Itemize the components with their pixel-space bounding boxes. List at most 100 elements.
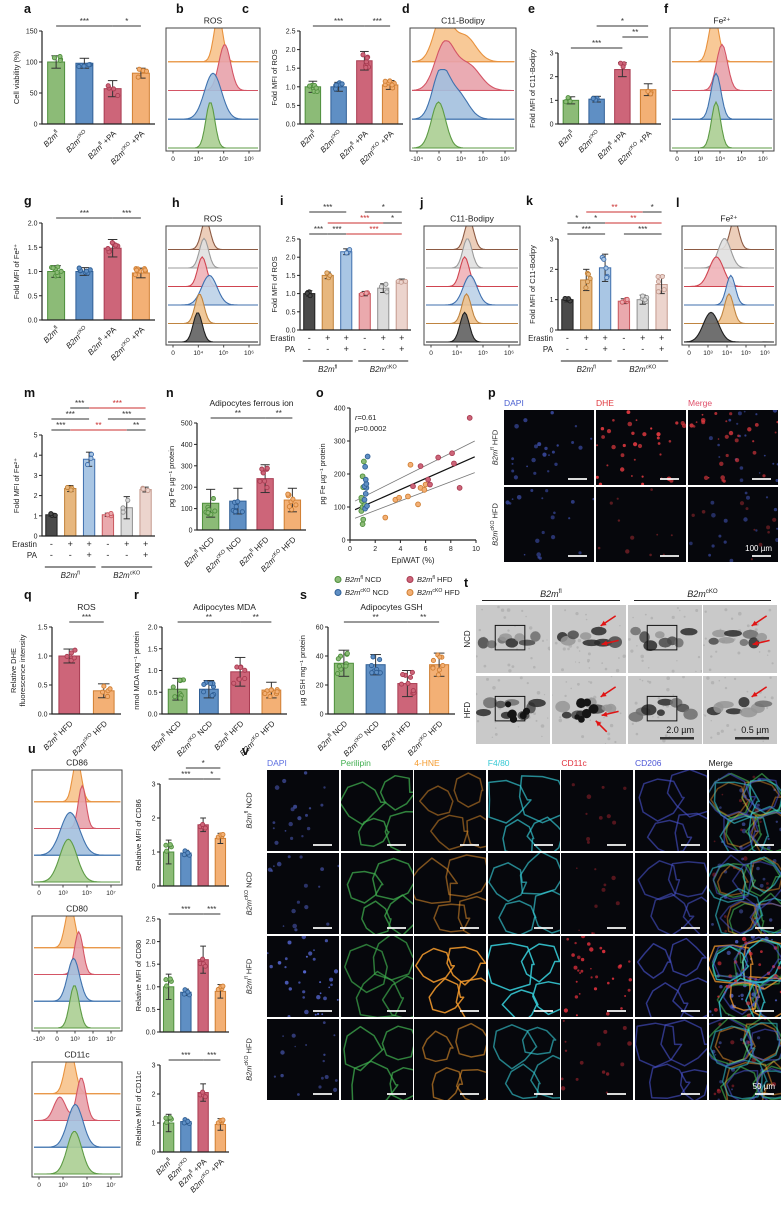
svg-text:0: 0 [189, 528, 193, 535]
svg-text:2.0: 2.0 [146, 939, 156, 946]
svg-text:r=0.61: r=0.61 [355, 413, 376, 422]
cd80-mfi-bar-chart: Relative MFI of CD80 0.0 0.5 1.0 1.5 2.0 2.5 **… [134, 905, 229, 1037]
micrograph-cell [267, 853, 339, 934]
svg-text:0.0: 0.0 [148, 712, 158, 719]
svg-text:0: 0 [34, 122, 38, 129]
svg-text:B2mcKO NCD: B2mcKO NCD [345, 588, 389, 597]
svg-text:***: *** [638, 225, 647, 234]
svg-text:-: - [363, 344, 366, 354]
panel-p-letter: p [488, 386, 496, 400]
svg-text:Erastin: Erastin [270, 334, 295, 343]
svg-text:+: + [659, 333, 664, 343]
svg-text:0: 0 [342, 538, 346, 545]
svg-text:3: 3 [34, 473, 38, 480]
svg-text:*: * [382, 203, 385, 212]
svg-text:0.5 µm: 0.5 µm [742, 725, 770, 735]
svg-text:5: 5 [34, 433, 38, 440]
micrograph-cell [708, 770, 781, 851]
micrograph-cell [487, 936, 560, 1017]
svg-text:B2mfl: B2mfl [61, 571, 80, 580]
svg-text:10⁵: 10⁵ [82, 1182, 92, 1189]
panel-l-letter: l [676, 196, 680, 210]
svg-text:10⁵: 10⁵ [219, 350, 229, 357]
svg-text:1.5: 1.5 [28, 245, 38, 252]
svg-text:0.0: 0.0 [286, 122, 296, 129]
svg-text:***: *** [373, 17, 382, 26]
svg-text:***: *** [82, 613, 91, 622]
svg-text:10³: 10³ [58, 890, 68, 897]
svg-text:+: + [325, 333, 330, 343]
svg-text:0: 0 [152, 1150, 156, 1157]
svg-text:*: * [651, 203, 654, 212]
em-group-underline [633, 600, 772, 602]
svg-text:100: 100 [334, 505, 346, 512]
em-row-label: HFD [463, 701, 472, 718]
svg-text:3: 3 [152, 1063, 156, 1070]
micrograph-cell [596, 487, 686, 562]
svg-text:0.5: 0.5 [286, 309, 296, 316]
svg-text:10⁴: 10⁴ [722, 350, 732, 357]
svg-text:1.0: 1.0 [286, 291, 296, 298]
svg-text:Relative MFI of CD11c: Relative MFI of CD11c [134, 1071, 143, 1146]
svg-text:PA: PA [27, 551, 38, 560]
fold-mfi-fe2-bar-chart: Fold MFI of Fe²⁺ 0.0 0.5 1.0 1.5 2.0 *** *** B2m… [12, 209, 155, 363]
svg-text:ROS: ROS [77, 602, 96, 612]
svg-text:*: * [210, 770, 213, 779]
panel-k-letter: k [526, 194, 533, 208]
micrograph-cell [635, 1019, 707, 1100]
svg-text:300: 300 [181, 463, 193, 470]
panel-a-letter: a [24, 2, 31, 16]
svg-text:10⁴: 10⁴ [715, 156, 725, 163]
svg-text:B2mfl: B2mfl [41, 325, 61, 345]
svg-text:2: 2 [152, 1092, 156, 1099]
panel-s-letter: s [300, 588, 307, 602]
svg-text:B2mfl HFD: B2mfl HFD [41, 719, 75, 753]
svg-text:nmol MDA mg⁻¹ protein: nmol MDA mg⁻¹ protein [132, 631, 141, 710]
svg-text:fluorescence intensity: fluorescence intensity [18, 634, 27, 706]
svg-text:**: ** [630, 214, 636, 223]
svg-text:1: 1 [152, 1121, 156, 1128]
svg-text:0.5: 0.5 [38, 683, 48, 690]
svg-text:B2mfl: B2mfl [298, 129, 318, 149]
panel-j-letter: j [420, 196, 424, 210]
svg-text:-: - [326, 344, 329, 354]
svg-text:8: 8 [449, 546, 453, 553]
c11-bodipy-histogram-panel-d: C11-Bodipy -10⁴ 0 10⁴ 10⁵ 10⁶ [409, 16, 517, 163]
svg-text:***: *** [122, 410, 131, 419]
svg-text:300: 300 [334, 439, 346, 446]
svg-text:0: 0 [320, 712, 324, 719]
svg-text:+: + [86, 539, 91, 549]
svg-text:***: *** [207, 1051, 216, 1060]
svg-text:C11-Bodipy: C11-Bodipy [441, 16, 486, 26]
svg-text:**: ** [632, 28, 638, 37]
panel-d-letter: d [402, 2, 410, 16]
channel-header-f4-80: F4/80 [487, 758, 510, 768]
fold-mfi-ros-bar-chart: Fold MFI of ROS 0.0 0.5 1.0 1.5 2.0 2.5 *** *** B… [270, 17, 403, 167]
micrograph-cell [414, 1019, 487, 1100]
svg-text:CD11c: CD11c [64, 1050, 90, 1060]
svg-text:400: 400 [334, 406, 346, 413]
svg-text:**: ** [276, 409, 282, 418]
electron-microscopy-grid: B2mfl B2mcKO NCD HFD 2.0 µm 0.5 µm [462, 588, 780, 746]
svg-text:0.0: 0.0 [38, 712, 48, 719]
panel-r-letter: r [134, 588, 139, 602]
svg-text:***: *** [323, 203, 332, 212]
svg-text:10⁷: 10⁷ [106, 890, 116, 897]
channel-header-cd206: CD206 [635, 758, 662, 768]
svg-text:-: - [308, 333, 311, 343]
micrograph-cell [504, 487, 594, 562]
svg-text:400: 400 [181, 442, 193, 449]
svg-text:0: 0 [152, 884, 156, 891]
svg-text:-: - [363, 333, 366, 343]
svg-text:+: + [143, 550, 148, 560]
svg-text:+: + [124, 539, 129, 549]
svg-text:10⁷: 10⁷ [106, 1182, 116, 1189]
ros-histogram-panel-b: ROS 0 10⁴ 10⁵ 10⁶ [165, 16, 261, 163]
svg-text:10⁶: 10⁶ [244, 156, 254, 163]
svg-text:50 µm: 50 µm [752, 1082, 775, 1091]
svg-text:+: + [399, 344, 404, 354]
micrograph-cell [340, 853, 413, 934]
